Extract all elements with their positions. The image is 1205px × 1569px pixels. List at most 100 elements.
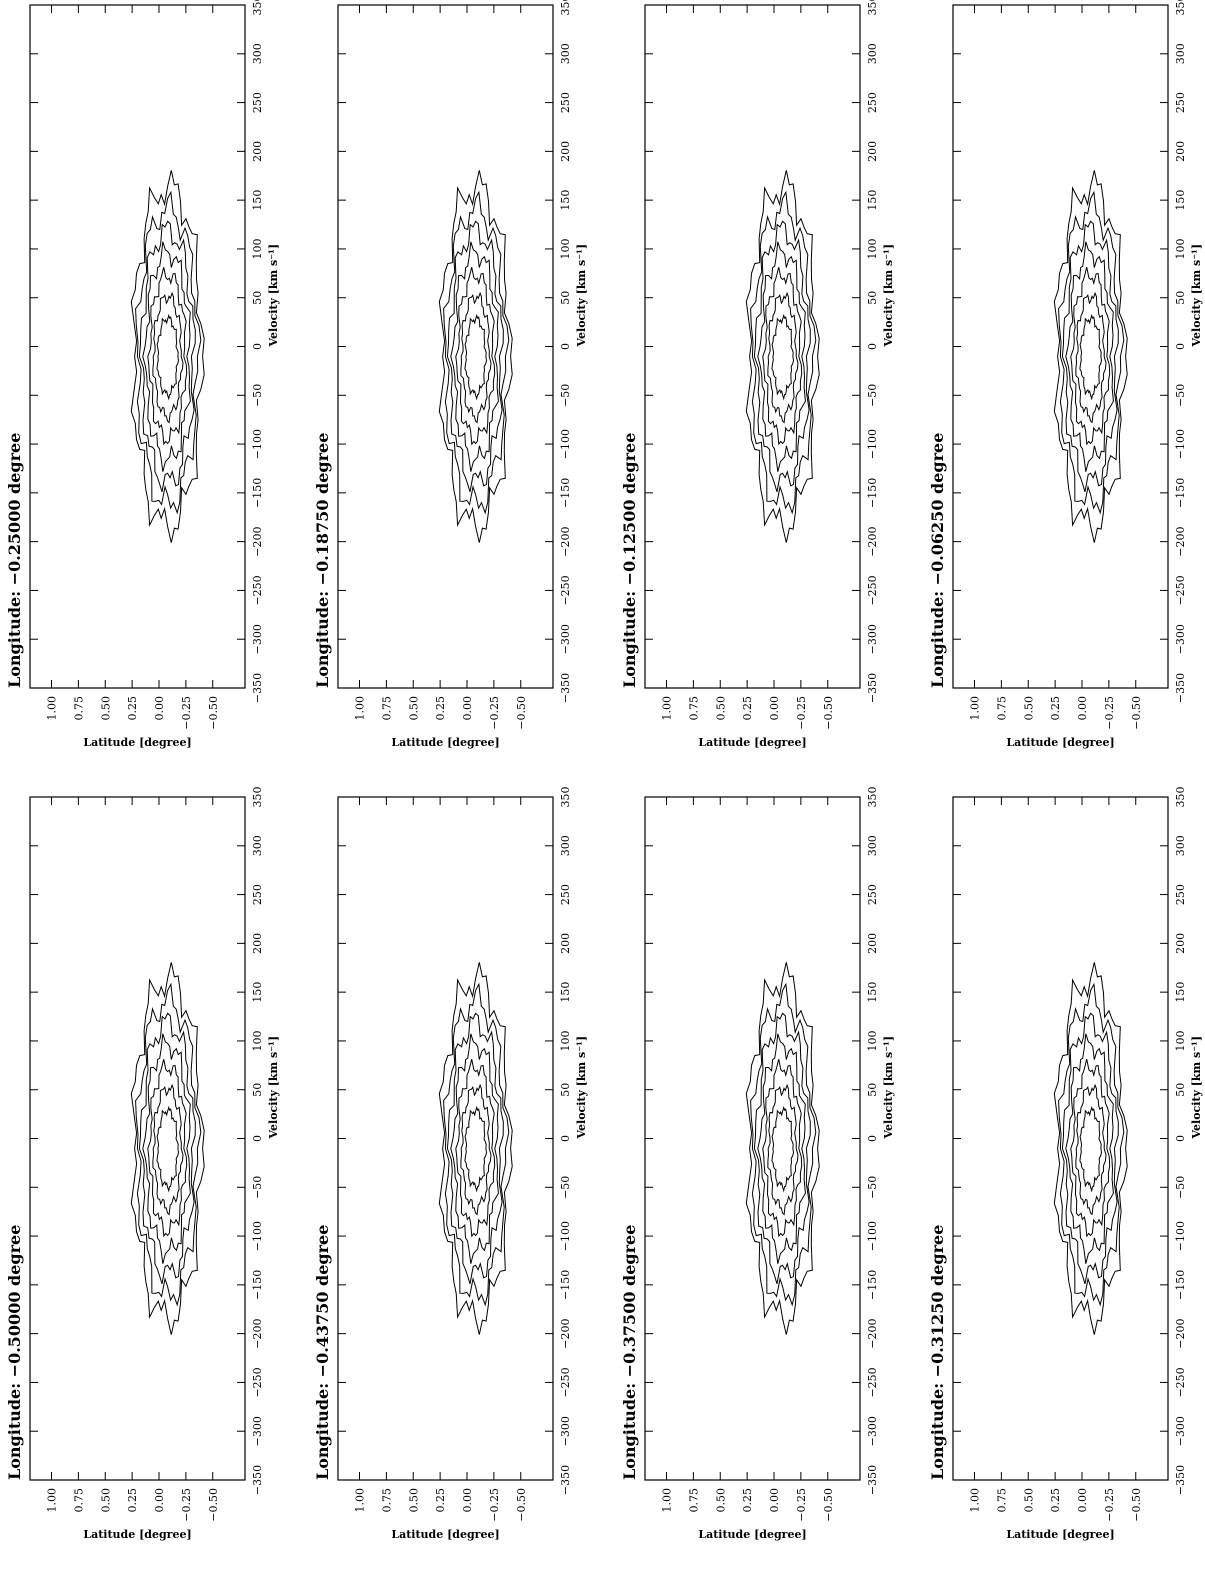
- x-tick-label: 250: [1174, 92, 1187, 113]
- x-tick-label: 100: [1174, 238, 1187, 259]
- x-tick-label: −100: [559, 1221, 572, 1251]
- x-tick-label: −150: [1174, 478, 1187, 508]
- panel-title: Longitude: −0.06250 degree: [928, 433, 947, 688]
- panel: Longitude: −0.06250 degree −350 −300 −250 −2…: [928, 0, 1203, 749]
- panel: Longitude: −0.18750 degree −350 −300 −250 −2…: [313, 0, 588, 749]
- x-tick-label: 350: [866, 0, 879, 16]
- y-tick-label: 0.25: [434, 1488, 447, 1513]
- x-axis-label: Velocity [km s⁻¹]: [882, 244, 895, 348]
- panel: Longitude: −0.25000 degree −350 −300 −250 −2…: [5, 0, 280, 749]
- x-tick-label: −200: [251, 527, 264, 557]
- y-tick-label: 0.25: [126, 696, 139, 721]
- y-tick-label: 0.50: [1022, 1488, 1035, 1513]
- contour: [156, 1105, 180, 1193]
- x-tick-label: −350: [1174, 1465, 1187, 1495]
- x-tick-label: 50: [251, 1083, 264, 1097]
- x-tick-label: 100: [1174, 1030, 1187, 1051]
- panel: Longitude: −0.50000 degree −350 −300 −250 −2…: [5, 787, 280, 1542]
- x-tick-label: 50: [559, 1083, 572, 1097]
- y-tick-label: 0.00: [153, 696, 166, 721]
- panel: Longitude: −0.37500 degree −350 −300 −250 −2…: [620, 787, 895, 1542]
- contour: [771, 313, 795, 401]
- x-tick-label: 200: [866, 141, 879, 162]
- y-tick-label: −0.50: [1130, 1488, 1143, 1522]
- panel-title: Longitude: −0.31250 degree: [928, 1225, 947, 1480]
- x-tick-label: 200: [559, 141, 572, 162]
- x-tick-label: 0: [1174, 343, 1187, 350]
- x-tick-label: −150: [866, 478, 879, 508]
- contour: [464, 1105, 488, 1193]
- contour: [156, 313, 180, 401]
- x-tick-label: −300: [251, 624, 264, 654]
- y-tick-label: −0.50: [515, 1488, 528, 1522]
- contour: [750, 982, 817, 1307]
- x-tick-label: 350: [251, 0, 264, 16]
- contour: [450, 241, 499, 472]
- y-tick-label: −0.25: [1103, 1488, 1116, 1522]
- x-tick-label: 100: [251, 238, 264, 259]
- x-tick-label: 50: [1174, 291, 1187, 305]
- x-axis-label: Velocity [km s⁻¹]: [267, 1036, 280, 1140]
- x-tick-label: −300: [1174, 624, 1187, 654]
- x-tick-label: −350: [1174, 673, 1187, 703]
- contour: [762, 266, 803, 446]
- x-tick-label: −100: [251, 429, 264, 459]
- x-tick-label: 350: [1174, 787, 1187, 808]
- y-axis-label: Latitude [degree]: [83, 1528, 191, 1541]
- x-tick-label: 300: [866, 43, 879, 64]
- x-axis-label: Velocity [km s⁻¹]: [575, 244, 588, 348]
- x-tick-label: −350: [559, 1465, 572, 1495]
- x-tick-label: −200: [251, 1319, 264, 1349]
- x-tick-label: 250: [251, 884, 264, 905]
- y-tick-label: −0.50: [207, 1488, 220, 1522]
- y-tick-label: 0.75: [72, 696, 85, 721]
- contour: [130, 170, 205, 543]
- x-tick-label: 250: [251, 92, 264, 113]
- y-tick-label: −0.25: [180, 696, 193, 730]
- x-tick-label: −250: [559, 1367, 572, 1397]
- x-tick-label: 150: [251, 190, 264, 211]
- y-tick-label: 1.00: [46, 1488, 59, 1513]
- x-tick-label: 350: [866, 787, 879, 808]
- x-tick-label: −350: [559, 673, 572, 703]
- panel: Longitude: −0.43750 degree −350 −300 −250 −2…: [313, 787, 588, 1542]
- y-tick-label: 1.00: [661, 696, 674, 721]
- x-tick-label: −300: [866, 624, 879, 654]
- x-tick-label: −50: [1174, 384, 1187, 407]
- x-tick-label: −100: [251, 1221, 264, 1251]
- x-tick-label: −200: [559, 527, 572, 557]
- contour: [455, 1058, 496, 1238]
- x-tick-label: 250: [559, 884, 572, 905]
- y-tick-label: 0.25: [434, 696, 447, 721]
- contour: [1070, 266, 1111, 446]
- x-tick-label: 50: [251, 291, 264, 305]
- x-tick-label: 0: [866, 343, 879, 350]
- x-tick-label: 200: [1174, 141, 1187, 162]
- x-tick-label: 350: [559, 787, 572, 808]
- x-tick-label: 250: [866, 884, 879, 905]
- y-tick-label: 0.00: [768, 1488, 781, 1513]
- x-tick-label: 0: [1174, 1135, 1187, 1142]
- x-tick-label: −200: [1174, 527, 1187, 557]
- x-tick-label: 300: [1174, 43, 1187, 64]
- y-tick-label: −0.50: [1130, 696, 1143, 730]
- contour: [1053, 170, 1128, 543]
- contour: [1053, 962, 1128, 1335]
- x-tick-label: 250: [866, 92, 879, 113]
- contour: [443, 982, 510, 1307]
- y-axis-label: Latitude [degree]: [1006, 736, 1114, 749]
- x-tick-label: 200: [1174, 933, 1187, 954]
- y-tick-label: −0.25: [795, 696, 808, 730]
- x-tick-label: 50: [866, 291, 879, 305]
- x-tick-label: 350: [559, 0, 572, 16]
- x-tick-label: −150: [251, 478, 264, 508]
- contour: [450, 1033, 499, 1264]
- x-tick-label: 50: [866, 1083, 879, 1097]
- x-axis-label: Velocity [km s⁻¹]: [882, 1036, 895, 1140]
- y-tick-label: 1.00: [969, 1488, 982, 1513]
- y-tick-label: −0.50: [207, 696, 220, 730]
- x-tick-label: −150: [1174, 1270, 1187, 1300]
- y-tick-label: 0.50: [1022, 696, 1035, 721]
- x-tick-label: 150: [866, 190, 879, 211]
